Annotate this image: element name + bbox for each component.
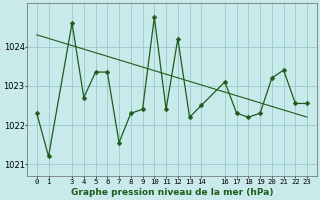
- X-axis label: Graphe pression niveau de la mer (hPa): Graphe pression niveau de la mer (hPa): [71, 188, 273, 197]
